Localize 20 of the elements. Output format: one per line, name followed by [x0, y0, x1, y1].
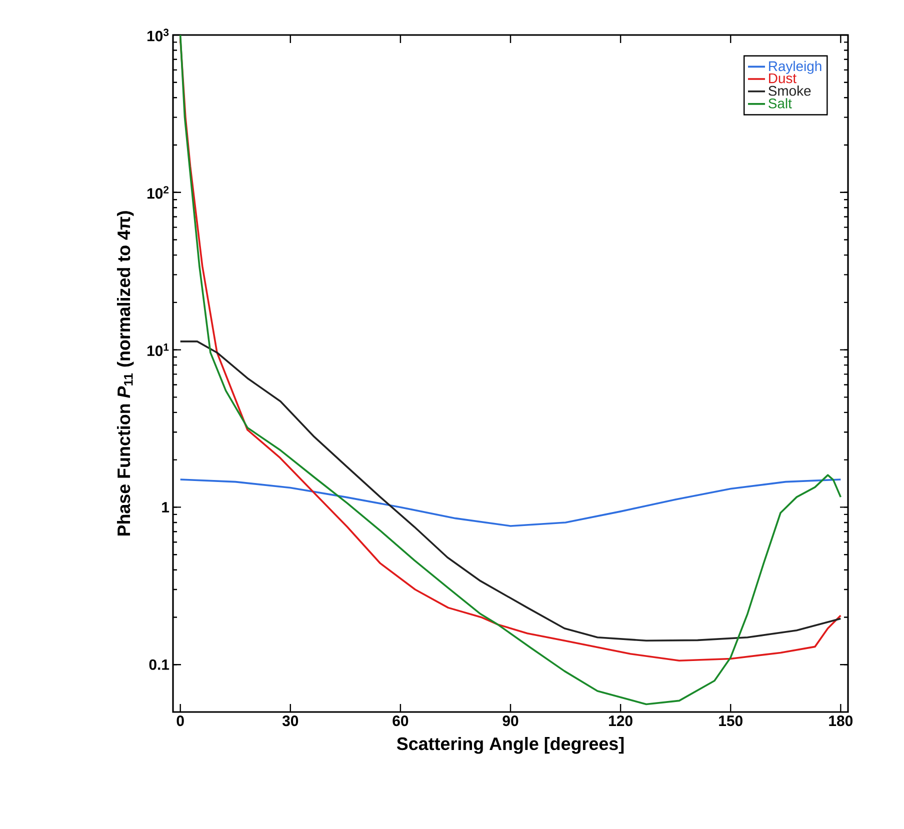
- x-tick-label: 120: [609, 716, 632, 726]
- legend-label: Rayleigh: [769, 60, 822, 74]
- legend-label: Dust: [769, 73, 796, 84]
- y-tick-label: 1: [162, 502, 170, 512]
- x-tick-label: 150: [719, 716, 742, 726]
- y-axis-title: Phase Function P$_{11}$ (normalized to 4π): [116, 211, 134, 536]
- x-tick-label: 90: [502, 716, 518, 726]
- y-tick-label: 10$^{1}$: [147, 344, 169, 356]
- x-tick-label: 30: [282, 716, 298, 726]
- line-series: [179, 340, 842, 642]
- legend-label: Salt: [768, 98, 792, 108]
- x-tick-label: 0: [176, 716, 184, 726]
- x-tick-label: 60: [392, 716, 408, 726]
- legend-label: Smoke: [768, 86, 811, 96]
- x-tick-label: 180: [829, 716, 853, 726]
- x-axis-title: Scattering Angle [degrees]: [396, 736, 624, 754]
- y-tick-label: 0.1: [149, 659, 170, 670]
- line-series: [179, 478, 842, 527]
- y-tick-label: 10$^{2}$: [147, 186, 169, 199]
- y-tick-label: 10$^{3}$: [147, 28, 169, 42]
